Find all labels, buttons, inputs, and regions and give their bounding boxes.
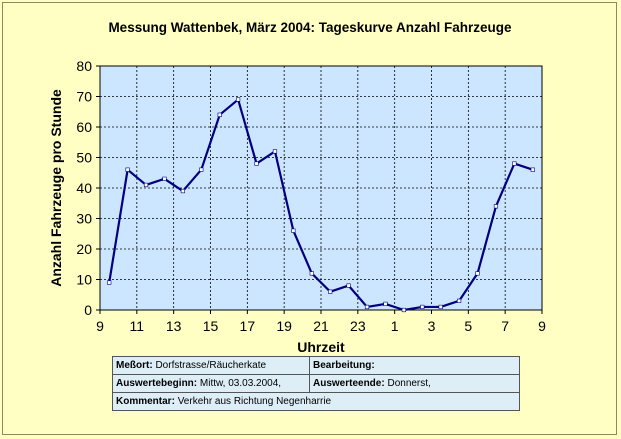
x-axis-title: Uhrzeit: [297, 339, 345, 355]
data-point: [420, 304, 425, 310]
messort-value: Dorfstrasse/Räucherkate: [155, 360, 267, 371]
data-point: [254, 161, 259, 166]
x-axis: 9 11 13 15 17 19 21 23 1 3 5 7 9: [96, 310, 546, 334]
data-point: [309, 271, 314, 276]
data-point: [530, 167, 535, 172]
x-tick-label: 21: [313, 318, 329, 334]
data-point: [236, 97, 241, 102]
data-point: [125, 167, 130, 172]
chart-title: Messung Wattenbek, März 2004: Tageskurve…: [108, 20, 512, 35]
x-tick-label: 13: [166, 318, 182, 334]
data-point: [107, 280, 112, 285]
y-tick-label: 0: [84, 302, 92, 318]
data-point: [180, 188, 185, 194]
y-axis-title: Anzahl Fahrzeuge pro Stunde: [48, 89, 64, 287]
messort-label: Meßort:: [116, 360, 153, 371]
auswertebeginn-label: Auswertebeginn:: [116, 378, 198, 389]
data-point: [199, 167, 204, 172]
x-tick-label: 1: [391, 318, 399, 334]
series-group: [107, 97, 535, 313]
y-tick-label: 80: [76, 58, 92, 74]
y-tick-label: 20: [76, 241, 92, 257]
data-point: [401, 307, 406, 313]
data-point: [328, 289, 333, 294]
data-point: [272, 149, 278, 154]
y-tick-label: 10: [76, 272, 92, 288]
x-tick-label: 19: [276, 318, 292, 334]
data-point: [457, 298, 462, 303]
data-point: [383, 301, 388, 307]
data-point: [438, 304, 443, 310]
messort-cell: Meßort: Dorfstrasse/Räucherkate: [112, 356, 310, 375]
kommentar-value: Verkehr aus Richtung Negenharrie: [177, 396, 332, 407]
y-tick-label: 70: [76, 89, 92, 105]
auswerteende-cell: Auswerteende: Donnerst,: [309, 374, 520, 393]
data-point: [493, 204, 499, 209]
grid-lines: [100, 66, 542, 310]
x-tick-label: 9: [538, 318, 546, 334]
data-point: [364, 304, 370, 310]
y-tick-label: 30: [76, 211, 92, 227]
y-tick-label: 60: [76, 119, 92, 135]
y-tick-label: 40: [76, 180, 92, 196]
auswerteende-label: Auswerteende:: [313, 378, 385, 389]
bearbeitung-label: Bearbeitung:: [313, 360, 375, 371]
x-tick-label: 17: [240, 318, 256, 334]
kommentar-cell: Kommentar: Verkehr aus Richtung Negenhar…: [112, 392, 520, 411]
chart-frame: [2, 2, 617, 435]
series-line: [108, 98, 534, 312]
bearbeitung-cell: Bearbeitung:: [309, 356, 520, 375]
x-tick-label: 15: [203, 318, 219, 334]
data-point: [346, 283, 351, 288]
auswertebeginn-value: Mittw, 03.03.2004,: [199, 378, 282, 389]
info-row-2: Auswertebeginn: Mittw, 03.03.2004, Auswe…: [112, 374, 520, 393]
data-point: [143, 182, 149, 188]
y-tick-label: 50: [76, 150, 92, 166]
x-tick-label: 11: [130, 318, 145, 334]
y-axis: 0 10 20 30 40 50 60 70 80: [76, 58, 100, 318]
auswerteende-value: Donnerst,: [387, 378, 431, 389]
x-tick-label: 3: [428, 318, 436, 334]
auswertebeginn-cell: Auswertebeginn: Mittw, 03.03.2004,: [112, 374, 310, 393]
x-tick-label: 7: [501, 318, 509, 334]
data-point: [475, 271, 480, 276]
info-row-1: Meßort: Dorfstrasse/Räucherkate Bearbeit…: [112, 356, 520, 375]
info-table: Meßort: Dorfstrasse/Räucherkate Bearbeit…: [112, 356, 520, 411]
x-tick-label: 5: [464, 318, 472, 334]
info-row-3: Kommentar: Verkehr aus Richtung Negenhar…: [112, 392, 520, 411]
data-point: [162, 176, 167, 181]
x-tick-label: 9: [96, 318, 104, 334]
data-point: [217, 112, 222, 117]
data-point: [512, 161, 517, 166]
kommentar-label: Kommentar:: [116, 396, 175, 407]
x-tick-label: 23: [350, 318, 366, 334]
data-point: [291, 228, 296, 233]
